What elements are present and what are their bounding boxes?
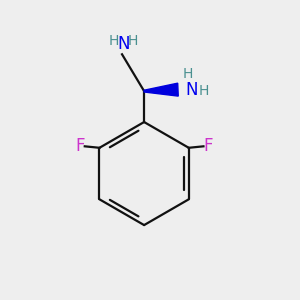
Text: N: N (117, 35, 130, 53)
Text: H: H (183, 67, 194, 81)
Text: N: N (185, 81, 198, 99)
Text: F: F (203, 137, 213, 155)
Polygon shape (144, 83, 178, 96)
Text: H: H (199, 84, 209, 98)
Text: H: H (128, 34, 138, 48)
Text: H: H (109, 34, 119, 48)
Text: F: F (76, 137, 85, 155)
